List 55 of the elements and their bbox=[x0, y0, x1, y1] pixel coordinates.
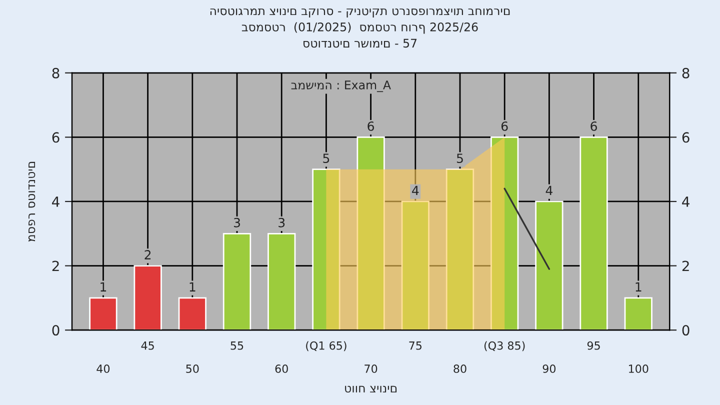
data-label: 3 bbox=[278, 218, 285, 228]
bar bbox=[356, 136, 385, 330]
chart-subtitle: בסמסטר (01/2025) סמסטר חורף 2025/26 bbox=[242, 22, 478, 34]
chart-title: היסטוגרמת ציונים בקורס - קינטיקת טרנספורמציות בחומרים bbox=[210, 8, 510, 18]
bar bbox=[89, 297, 118, 330]
annotation: במשימה : Exam_A bbox=[291, 80, 391, 92]
bar bbox=[446, 168, 474, 330]
x-tick-label: (Q1 65) bbox=[306, 341, 346, 352]
bar bbox=[490, 136, 519, 330]
bar bbox=[222, 232, 252, 330]
data-label: 4 bbox=[546, 186, 552, 196]
x-tick-label: 70 bbox=[364, 364, 378, 373]
data-label: 1 bbox=[190, 282, 196, 292]
x-tick-label: (Q3 85) bbox=[484, 341, 525, 352]
data-label: 6 bbox=[590, 121, 597, 131]
x-tick-label: 55 bbox=[230, 342, 244, 350]
data-label: 6 bbox=[368, 121, 374, 131]
x-tick-label: 90 bbox=[542, 364, 556, 373]
y-tick-label: 8 bbox=[52, 68, 60, 78]
bar bbox=[312, 168, 340, 330]
x-tick-label: 75 bbox=[409, 342, 422, 350]
y2-tick-label: 6 bbox=[682, 132, 690, 143]
text: סטודנטים רשומים - 57 bbox=[304, 38, 417, 48]
y-tick-label: 0 bbox=[52, 325, 60, 336]
data-label: 6 bbox=[501, 121, 508, 131]
data-label: 3 bbox=[234, 218, 240, 228]
x-axis-title: טווח ציונים bbox=[345, 386, 397, 393]
y-axis-title: מספר סטודנטים bbox=[28, 162, 36, 242]
x-tick-label: 40 bbox=[96, 364, 110, 373]
data-label: 5 bbox=[456, 154, 463, 164]
y2-tick-label: 0 bbox=[682, 325, 690, 336]
data-label: 2 bbox=[144, 250, 151, 260]
y2-tick-label: 8 bbox=[682, 68, 690, 78]
bar bbox=[268, 232, 296, 330]
bar bbox=[580, 136, 608, 330]
x-tick-label: 45 bbox=[141, 342, 154, 350]
y2-tick-label: 4 bbox=[682, 196, 690, 207]
bar bbox=[178, 297, 206, 330]
y-tick-label: 4 bbox=[52, 196, 60, 207]
bar bbox=[134, 265, 162, 330]
data-label: 5 bbox=[323, 154, 330, 164]
y2-tick-label: 2 bbox=[682, 260, 689, 272]
bar bbox=[535, 200, 564, 330]
x-tick-label: 60 bbox=[275, 364, 288, 373]
x-tick-label: 80 bbox=[454, 364, 466, 373]
bar bbox=[624, 297, 652, 330]
data-label: 1 bbox=[636, 282, 642, 292]
data-label: 4 bbox=[412, 186, 419, 196]
x-tick-label: 100 bbox=[629, 364, 648, 373]
bar bbox=[401, 200, 430, 330]
x-tick-label: 50 bbox=[186, 364, 199, 373]
x-tick-label: 95 bbox=[587, 341, 600, 350]
y-tick-label: 6 bbox=[52, 132, 60, 143]
data-label: 1 bbox=[100, 282, 106, 292]
y-tick-label: 2 bbox=[52, 260, 59, 272]
